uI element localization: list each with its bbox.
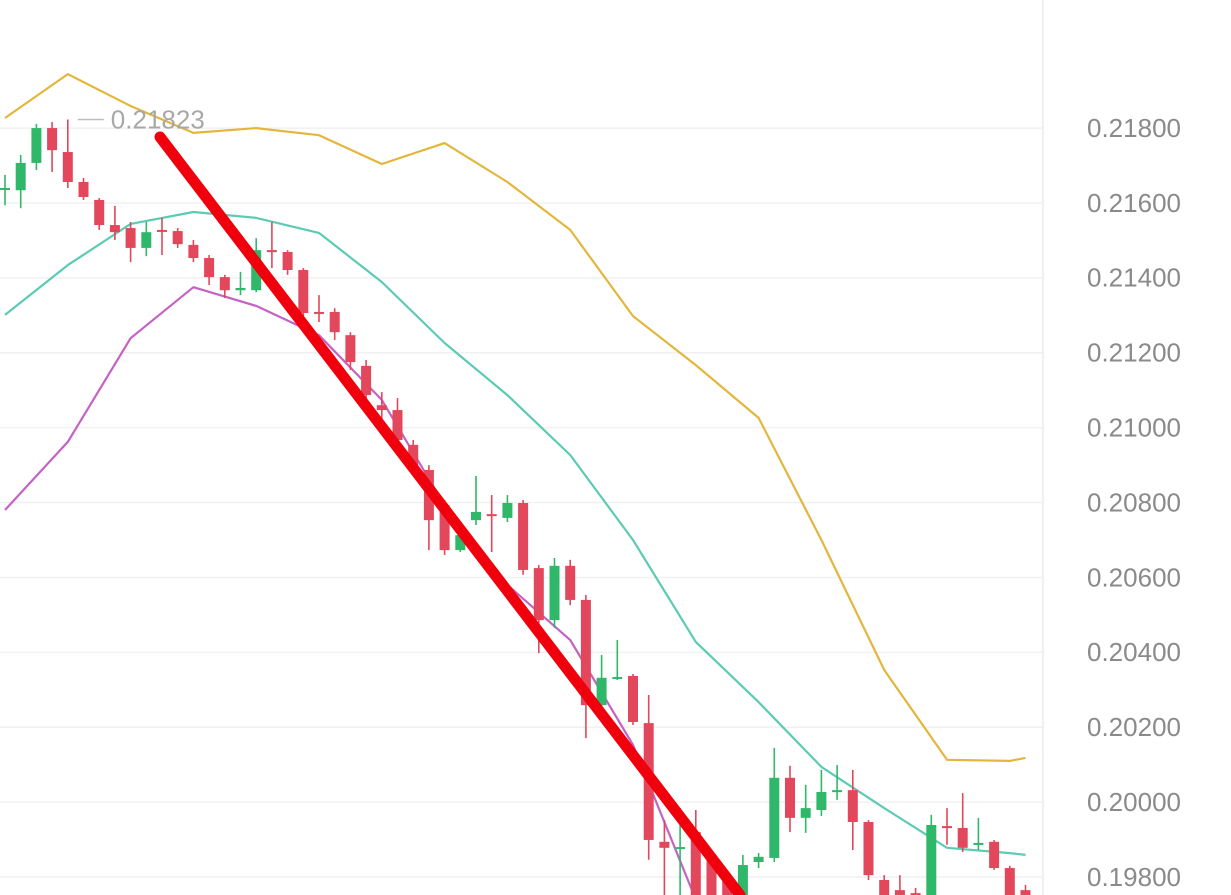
y-tick-label: 0.21800 <box>1087 113 1181 143</box>
candle-body <box>879 880 890 895</box>
candle-body <box>612 677 623 680</box>
candle-body <box>910 893 921 895</box>
candle-body <box>502 502 513 518</box>
candle-body <box>989 841 1000 869</box>
candle-body <box>832 790 843 793</box>
candle-body <box>314 311 324 314</box>
y-tick-label: 0.20000 <box>1087 787 1181 817</box>
candle-body <box>957 827 968 848</box>
candle-body <box>125 228 136 248</box>
candle-body <box>659 841 670 848</box>
candle-body <box>690 832 701 895</box>
trend-line <box>154 131 746 895</box>
candle-body <box>455 535 466 551</box>
candle-body <box>580 599 591 706</box>
candle-body <box>361 365 372 396</box>
candle-body <box>345 335 356 363</box>
candle-body <box>863 821 874 876</box>
candle-body <box>266 250 277 253</box>
candle-body <box>15 162 26 191</box>
candle-body <box>1004 868 1015 895</box>
candle-body <box>706 854 717 895</box>
candle-body <box>235 287 246 291</box>
y-tick-label: 0.20400 <box>1087 637 1181 667</box>
grid <box>0 127 1043 878</box>
y-tick-label: 0.19800 <box>1087 862 1181 892</box>
candle-body <box>172 231 183 245</box>
candle-body <box>942 826 952 829</box>
candle-body <box>0 187 10 190</box>
candle-body <box>157 229 167 232</box>
y-tick-label: 0.21200 <box>1087 338 1181 368</box>
candle-body <box>298 269 309 314</box>
candle-body <box>628 675 638 722</box>
candle-body <box>847 790 858 822</box>
candle-body <box>141 232 152 248</box>
candle-body <box>753 856 764 863</box>
candle-body <box>204 258 215 278</box>
y-tick-label: 0.21600 <box>1087 188 1181 218</box>
candle-body <box>816 792 827 810</box>
candle-body <box>471 511 481 521</box>
candle-body <box>282 252 293 270</box>
candle-body <box>78 181 89 197</box>
candle-body <box>518 502 529 570</box>
candle-body <box>329 311 340 333</box>
candle-body <box>894 890 905 895</box>
max-label: 0.21823 <box>111 104 205 134</box>
candle-body <box>439 505 450 551</box>
candle-body <box>376 405 387 411</box>
band-line <box>4 210 1026 856</box>
candle-body <box>408 444 419 470</box>
candle-body <box>769 777 780 858</box>
candle-body <box>737 865 748 895</box>
candle-body <box>722 880 733 895</box>
candle-body <box>800 808 811 818</box>
candle-body <box>188 244 199 259</box>
candle-body <box>926 824 937 895</box>
candle-body <box>596 677 607 706</box>
plot-area <box>0 73 1031 895</box>
candle-body <box>109 225 120 233</box>
candle-body <box>973 842 984 845</box>
y-tick-label: 0.20200 <box>1087 712 1181 742</box>
candle-body <box>62 152 73 182</box>
candle-body <box>486 514 497 517</box>
y-tick-label: 0.20800 <box>1087 487 1181 517</box>
y-tick-label: 0.21400 <box>1087 263 1181 293</box>
y-axis: 0.19800 0.20000 0.20200 0.20400 0.20600 0.208… <box>1087 113 1181 892</box>
candle-body <box>94 199 105 226</box>
candle-body <box>31 128 42 163</box>
band-line <box>4 73 1026 762</box>
candle-body <box>533 568 544 621</box>
y-tick-label: 0.21000 <box>1087 413 1181 443</box>
y-tick-label: 0.20600 <box>1087 562 1181 592</box>
candle-body <box>219 277 230 291</box>
candle-body <box>1020 890 1031 895</box>
candle-body <box>565 565 576 600</box>
candle-body <box>47 128 58 151</box>
candle-body <box>785 777 795 818</box>
candle-body <box>549 565 560 621</box>
candle-body <box>392 410 403 441</box>
candle-body <box>675 847 686 850</box>
